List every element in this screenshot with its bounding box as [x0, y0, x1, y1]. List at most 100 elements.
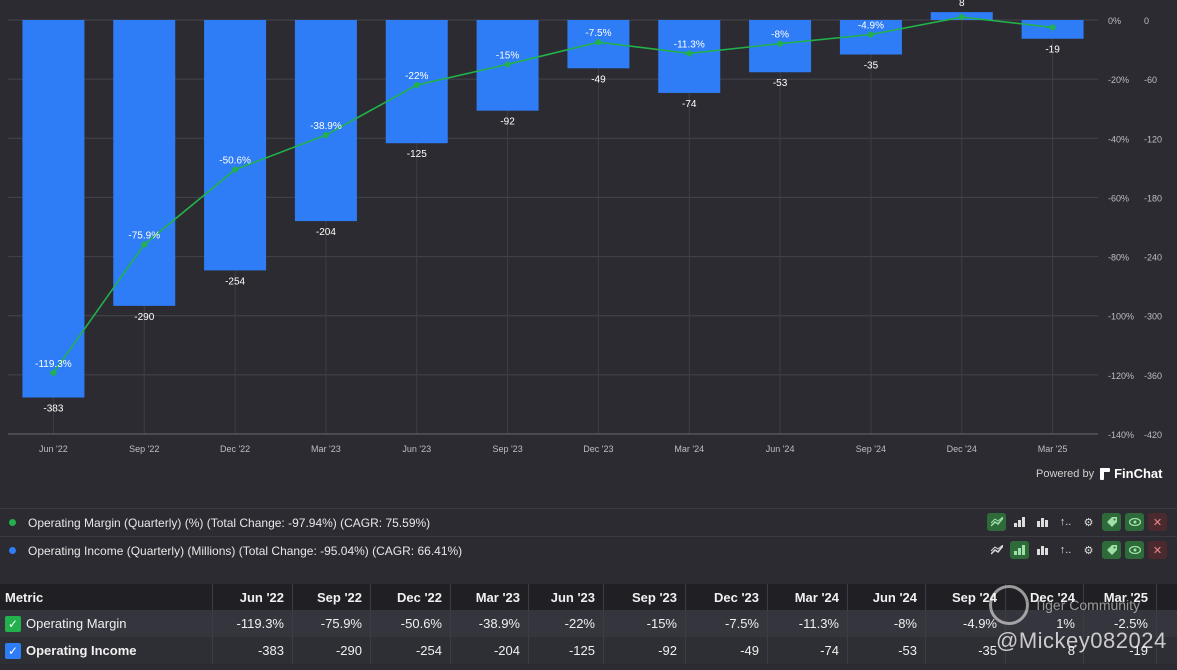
bar-label: -19 [1045, 45, 1060, 56]
tag-icon[interactable] [1102, 541, 1121, 559]
cell-text: Dec '22 [396, 589, 442, 605]
powered-by[interactable]: Powered by FinChat [1036, 466, 1162, 481]
cell-text: -290 [335, 643, 362, 658]
table-cell: -92 [604, 637, 686, 664]
bar [22, 20, 85, 398]
cell-text: -254 [415, 643, 442, 658]
line-point [686, 50, 693, 57]
eye-icon[interactable] [1125, 541, 1144, 559]
stacked-bar-icon[interactable] [1033, 541, 1052, 559]
y-right-tick-label: -240 [1144, 253, 1162, 263]
x-tick-label: Jun '22 [39, 444, 68, 454]
line-label: -4.9% [858, 20, 884, 31]
watermark-line1: Tiger Community [1034, 597, 1141, 613]
cell-text: -38.9% [478, 616, 520, 631]
close-icon[interactable]: ✕ [1148, 513, 1167, 531]
cell-text: -383 [257, 643, 284, 658]
y-right-tick-label: -420 [1144, 430, 1162, 440]
line-point [322, 132, 329, 139]
table-cell: -53 [848, 637, 926, 664]
bar-chart-icon[interactable] [1010, 541, 1029, 559]
line-label: -11.3% [674, 39, 705, 50]
series-dot [9, 547, 16, 554]
finchat-brand: FinChat [1114, 466, 1163, 481]
table-cell: -50.6% [371, 610, 451, 637]
bar-label: -53 [773, 78, 788, 89]
cell-text: -49 [740, 643, 759, 658]
axis-icon[interactable]: ↑.. [1059, 516, 1072, 528]
y-left-tick-label: -60% [1108, 193, 1129, 203]
table-cell: -8% [848, 610, 926, 637]
cell-text: -22% [564, 616, 595, 631]
cell-text: -125 [568, 643, 595, 658]
close-icon[interactable]: ✕ [1148, 541, 1167, 559]
line-point [595, 39, 602, 46]
table-header-cell: Sep '23 [604, 584, 686, 610]
checkbox-icon[interactable]: ✓ [5, 642, 21, 659]
table-header-cell: Dec '23 [686, 584, 768, 610]
gear-icon[interactable]: ⚙ [1083, 516, 1094, 529]
bar [294, 20, 357, 222]
line-chart-icon[interactable] [987, 513, 1006, 531]
bar-label: -204 [316, 227, 336, 238]
finchat-logo: FinChat [1100, 466, 1162, 481]
line-chart-icon[interactable] [987, 541, 1006, 559]
table-cell: -290 [293, 637, 371, 664]
bar-label: -92 [500, 117, 515, 128]
table-cell: ✓ Operating Margin [0, 610, 213, 637]
table-cell: -7.5% [686, 610, 768, 637]
table-cell: -35 [926, 637, 1006, 664]
cell-text: -92 [658, 643, 677, 658]
table-cell: -38.9% [451, 610, 529, 637]
table-cell: -119.3% [213, 610, 293, 637]
line-point [413, 82, 420, 89]
cell-text: Operating Margin [26, 616, 127, 631]
axis-icon[interactable]: ↑.. [1059, 544, 1072, 556]
cell-text: -74 [820, 643, 839, 658]
table-cell: -74 [768, 637, 848, 664]
line-point [1049, 24, 1056, 31]
x-tick-label: Sep '23 [492, 444, 522, 454]
line-point [777, 40, 784, 47]
cell-text: -119.3% [236, 616, 284, 631]
x-tick-label: Dec '22 [220, 444, 250, 454]
legend-row-margin: Operating Margin (Quarterly) (%) (Total … [0, 508, 1177, 536]
cell-text: Sep '24 [951, 589, 997, 605]
checkbox-icon[interactable]: ✓ [5, 615, 21, 632]
cell-text: Jun '23 [550, 589, 595, 605]
bar-label: -254 [225, 276, 245, 287]
bar-chart-icon[interactable] [1010, 513, 1029, 531]
table-cell: -125 [529, 637, 604, 664]
line-label: -119.3% [35, 359, 72, 370]
cell-text: Sep '22 [316, 589, 362, 605]
line-label: -22% [405, 71, 428, 82]
bar-label: -383 [43, 404, 63, 415]
x-tick-label: Sep '24 [856, 444, 886, 454]
table-header-cell: Jun '24 [848, 584, 926, 610]
y-right-tick-label: -120 [1144, 134, 1162, 144]
cell-text: 8 [1067, 643, 1075, 658]
line-point [50, 369, 57, 376]
table-header: Metric Jun '22 Sep '22 Dec '22 Mar '23 Jun '2… [0, 584, 1177, 610]
x-tick-label: Dec '24 [947, 444, 977, 454]
bar [658, 20, 721, 93]
table-cell: -383 [213, 637, 293, 664]
cell-text: Mar '23 [475, 589, 520, 605]
line-label: -7.5% [585, 28, 611, 39]
line-point [958, 14, 965, 21]
cell-text: 1% [1056, 616, 1075, 631]
table-header-cell: Dec '24 [1006, 584, 1084, 610]
tag-icon[interactable] [1102, 513, 1121, 531]
table-cell: -254 [371, 637, 451, 664]
line-label: -50.6% [219, 156, 251, 167]
cell-text: -2.5% [1114, 616, 1148, 631]
stacked-bar-icon[interactable] [1033, 513, 1052, 531]
cell-text: -19 [1129, 643, 1148, 658]
line-point [504, 61, 511, 68]
cell-text: -50.6% [400, 616, 442, 631]
eye-icon[interactable] [1125, 513, 1144, 531]
gear-icon[interactable]: ⚙ [1083, 544, 1094, 557]
x-tick-label: Mar '23 [311, 444, 341, 454]
cell-text: -4.9% [963, 616, 997, 631]
legend-text: Operating Margin (Quarterly) (%) (Total … [28, 515, 431, 530]
